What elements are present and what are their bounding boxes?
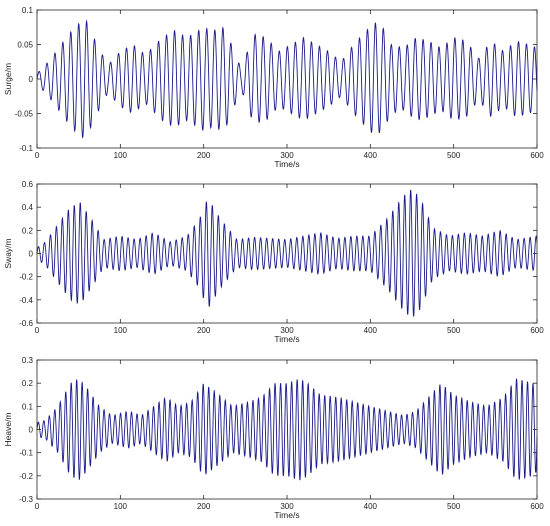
heave-x-tick-label: 0 (35, 502, 40, 511)
heave-x-tick-label: 200 (197, 502, 211, 511)
surge-y-axis-label: Surge/m (3, 63, 13, 95)
heave-y-tick-label: 0.2 (22, 379, 34, 388)
sway-y-tick-label: 0.6 (22, 180, 34, 189)
heave-x-tick-label: 300 (280, 502, 294, 511)
surge-x-tick-label: 600 (530, 151, 544, 160)
surge-series-line (36, 19, 538, 139)
surge-x-tick-label: 400 (364, 151, 378, 160)
heave-x-tick-label: 600 (530, 502, 544, 511)
sway-series-line (36, 189, 538, 317)
sway-x-tick-label: 300 (280, 326, 294, 335)
sway-x-tick-label: 400 (364, 326, 378, 335)
heave-y-tick-label: 0.1 (22, 402, 34, 411)
sway-x-tick-label: 600 (530, 326, 544, 335)
sway-y-tick-label: 0.4 (22, 203, 34, 212)
heave-y-tick-label: -0.2 (19, 472, 33, 481)
sway-y-tick-label: -0.6 (19, 319, 33, 328)
heave-series-line (36, 378, 538, 481)
sway-y-axis-label: Sway/m (3, 238, 13, 268)
sway-y-tick-label: 0 (29, 250, 34, 259)
sway-y-tick-label: -0.2 (19, 273, 33, 282)
heave-y-tick-label: -0.1 (19, 449, 33, 458)
heave-axes-box (36, 359, 538, 500)
heave-x-axis-label: Time/s (274, 510, 299, 520)
heave-x-tick-label: 100 (114, 502, 128, 511)
surge-x-tick-label: 300 (280, 151, 294, 160)
surge-y-tick-label: -0.1 (19, 144, 33, 153)
heave-y-axis-label: Heave/m (3, 412, 13, 446)
surge-y-tick-label: 0.05 (17, 41, 33, 50)
sway-y-tick-label: 0.2 (22, 226, 34, 235)
surge-x-axis-label: Time/s (274, 159, 299, 169)
sway-x-tick-label: 0 (35, 326, 40, 335)
heave-x-tick-label: 500 (447, 502, 461, 511)
sway-panel: 0 100 200 300 400 500 600 -0.6 -0.4 -0.2 0 0.2 0.4 0.… (3, 180, 544, 344)
surge-y-tick-label: -0.05 (15, 110, 34, 119)
surge-x-tick-label: 200 (197, 151, 211, 160)
heave-y-tick-label: 0.3 (22, 356, 34, 365)
heave-y-tick-label: 0 (29, 426, 34, 435)
surge-y-tick-label: 0.1 (22, 6, 34, 15)
surge-x-tick-label: 0 (35, 151, 40, 160)
surge-x-tick-label: 100 (114, 151, 128, 160)
heave-y-tick-label: -0.3 (19, 495, 33, 504)
sway-x-tick-label: 100 (114, 326, 128, 335)
heave-x-tick-label: 400 (364, 502, 378, 511)
surge-panel: 0 100 200 300 400 500 600 -0.1 -0.05 0 0.05 0.1 Time… (3, 6, 544, 169)
heave-panel: 0 100 200 300 400 500 600 -0.3 -0.2 -0.1 0 0.1 0.2 0.… (3, 356, 544, 520)
surge-x-tick-label: 500 (447, 151, 461, 160)
sway-x-tick-label: 500 (447, 326, 461, 335)
sway-y-tick-label: -0.4 (19, 296, 33, 305)
sway-x-axis-label: Time/s (274, 334, 299, 344)
surge-y-tick-label: 0 (29, 75, 34, 84)
surge-axes-box (36, 9, 538, 149)
sway-x-tick-label: 200 (197, 326, 211, 335)
